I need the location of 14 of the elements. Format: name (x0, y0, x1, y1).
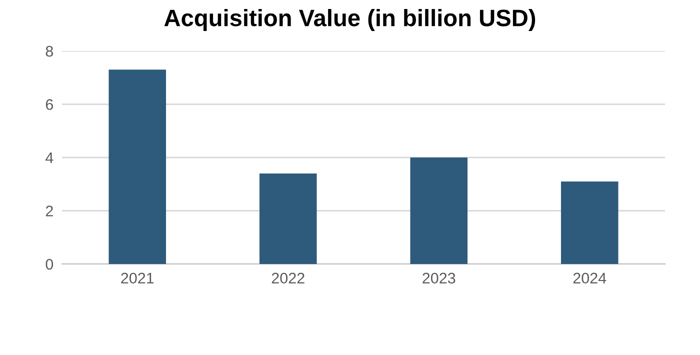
bar (410, 158, 468, 264)
x-tick-label: 2024 (573, 272, 606, 284)
x-tick-label: 2022 (272, 272, 304, 284)
y-tick-label: 0 (46, 258, 54, 270)
bar (560, 181, 618, 264)
bar (108, 70, 166, 264)
y-tick-label: 4 (46, 152, 54, 164)
y-tick-label: 8 (46, 46, 54, 57)
x-tick-label: 2023 (422, 272, 456, 284)
x-tick-label: 2021 (121, 272, 154, 284)
bar (259, 173, 317, 264)
y-tick-label: 6 (46, 99, 53, 110)
chart-title: Acquisition Value (in billion USD) (164, 8, 536, 32)
y-tick-label: 2 (46, 206, 53, 216)
